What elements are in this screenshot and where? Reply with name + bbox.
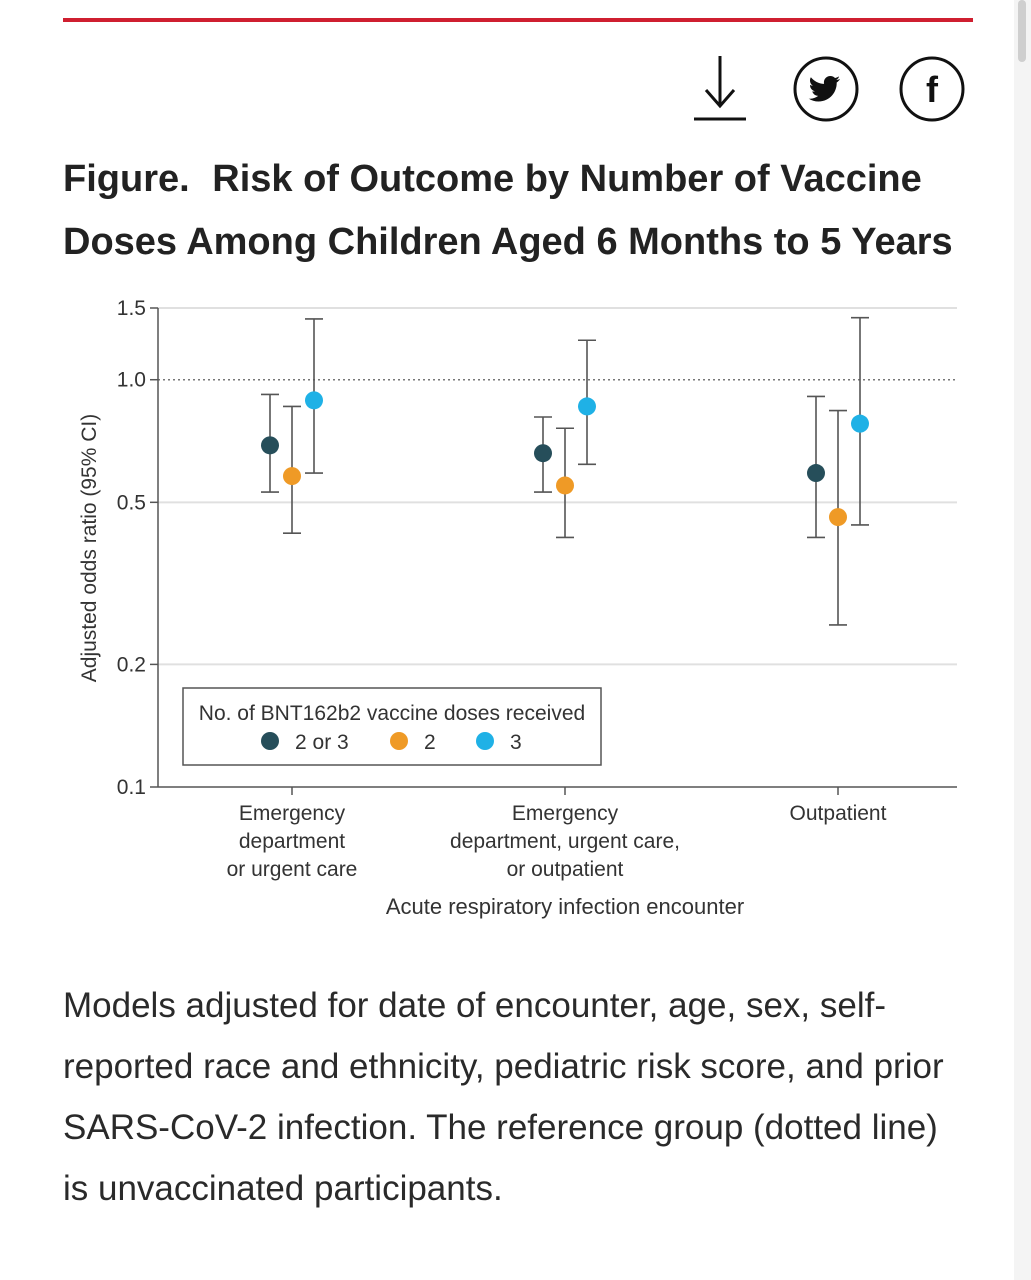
legend-label: 3 — [510, 731, 522, 754]
data-point — [261, 436, 279, 455]
scrollbar-track[interactable] — [1014, 0, 1031, 1280]
y-tick-label: 0.1 — [117, 776, 146, 799]
data-point — [807, 464, 825, 483]
legend-title: No. of BNT162b2 vaccine doses received — [199, 702, 585, 725]
data-point — [851, 414, 869, 433]
facebook-share-button[interactable]: f — [898, 55, 966, 123]
x-tick-label: department, urgent care, — [450, 830, 680, 853]
y-tick-label: 1.5 — [117, 297, 146, 320]
accent-rule — [63, 18, 973, 22]
y-tick-label: 0.2 — [117, 653, 146, 676]
facebook-glyph: f — [926, 69, 939, 110]
scrollbar-thumb[interactable] — [1018, 0, 1026, 62]
legend-label: 2 or 3 — [295, 731, 349, 754]
legend-box — [182, 687, 602, 766]
facebook-icon: f — [899, 56, 965, 122]
x-tick-label: department — [239, 830, 345, 853]
figure-title: Figure. Risk of Outcome by Number of Vac… — [63, 148, 963, 274]
legend-swatch — [390, 732, 408, 750]
x-tick-label: or urgent care — [227, 858, 358, 881]
figure-caption: Models adjusted for date of encounter, a… — [63, 986, 944, 1208]
share-toolbar: f — [690, 52, 980, 124]
x-tick-label: Outpatient — [790, 802, 887, 825]
data-point — [578, 397, 596, 416]
data-point — [556, 476, 574, 495]
data-point — [283, 467, 301, 486]
x-tick-label: Emergency — [239, 802, 346, 825]
x-tick-label: or outpatient — [507, 858, 624, 881]
download-icon — [694, 56, 746, 121]
x-tick-label: Emergency — [512, 802, 619, 825]
data-point — [829, 508, 847, 527]
forest-plot: 0.1 0.2 0.5 1.0 1.5 Emergency department or urg… — [78, 297, 957, 919]
twitter-icon — [793, 56, 859, 122]
x-axis-title: Acute respiratory infection encounter — [386, 894, 744, 919]
legend-swatch — [476, 732, 494, 750]
data-point — [534, 444, 552, 463]
twitter-share-button[interactable] — [792, 55, 860, 123]
download-button[interactable] — [690, 52, 750, 122]
legend-label: 2 — [424, 731, 436, 754]
y-axis-title: Adjusted odds ratio (95% CI) — [78, 414, 101, 682]
legend-swatch — [261, 732, 279, 750]
y-tick-label: 1.0 — [117, 369, 146, 392]
data-point — [305, 391, 323, 410]
y-tick-label: 0.5 — [117, 491, 146, 514]
figure-label: Figure. — [63, 158, 190, 200]
figure-title-text: Risk of Outcome by Number of Vaccine Dos… — [63, 158, 953, 263]
